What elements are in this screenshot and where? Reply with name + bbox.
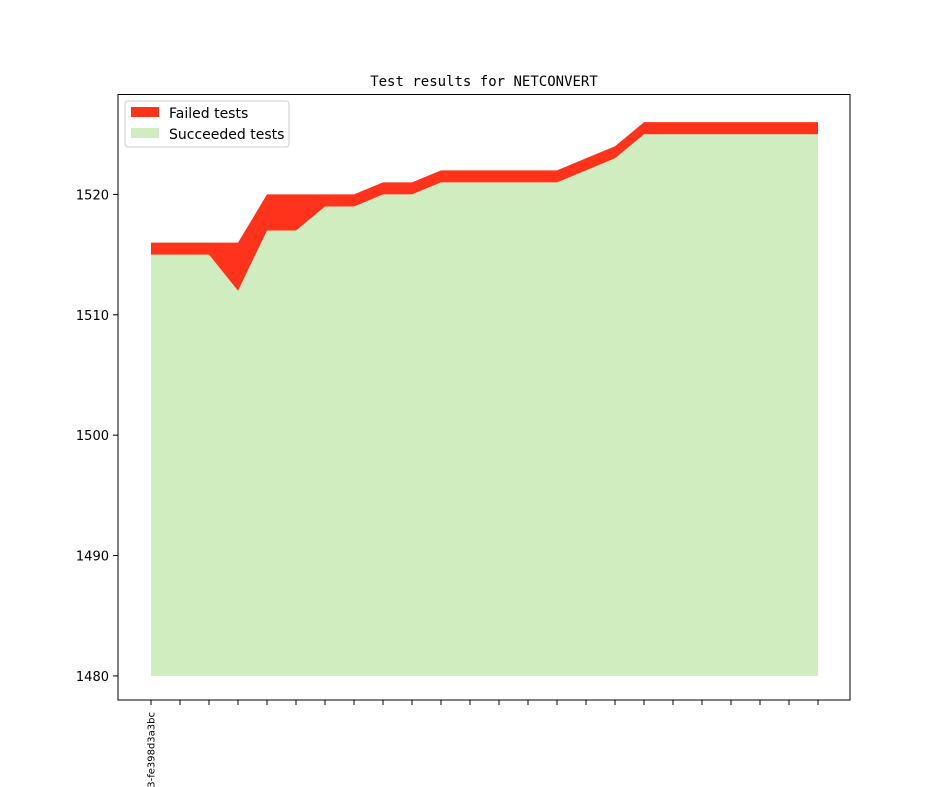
- legend-box: [124, 100, 290, 148]
- chart-title: Test results for NETCONVERT: [370, 74, 598, 90]
- plot-area: [117, 94, 851, 701]
- legend: Failed tests Succeeded tests: [124, 100, 290, 148]
- y-tick-label: 1520: [76, 188, 109, 203]
- x-axis: 3-fe398d3a3bc: [147, 700, 819, 787]
- series-area-succeeded: [151, 134, 818, 676]
- legend-swatch-succeeded: [131, 128, 159, 138]
- y-tick-label: 1480: [76, 670, 109, 685]
- series-area-failed: [151, 122, 818, 291]
- series-layer: [151, 122, 818, 676]
- y-axis: 1480 1490 1500 1510 1520: [76, 188, 118, 685]
- x-tick-label: 3-fe398d3a3bc: [147, 712, 158, 787]
- legend-swatch-failed: [131, 107, 159, 117]
- legend-label-failed: Failed tests: [169, 106, 248, 122]
- y-tick-label: 1510: [76, 309, 109, 324]
- y-tick-label: 1500: [76, 429, 109, 444]
- legend-label-succeeded: Succeeded tests: [169, 127, 284, 143]
- plot-frame: [117, 94, 851, 701]
- y-tick-label: 1490: [76, 550, 109, 565]
